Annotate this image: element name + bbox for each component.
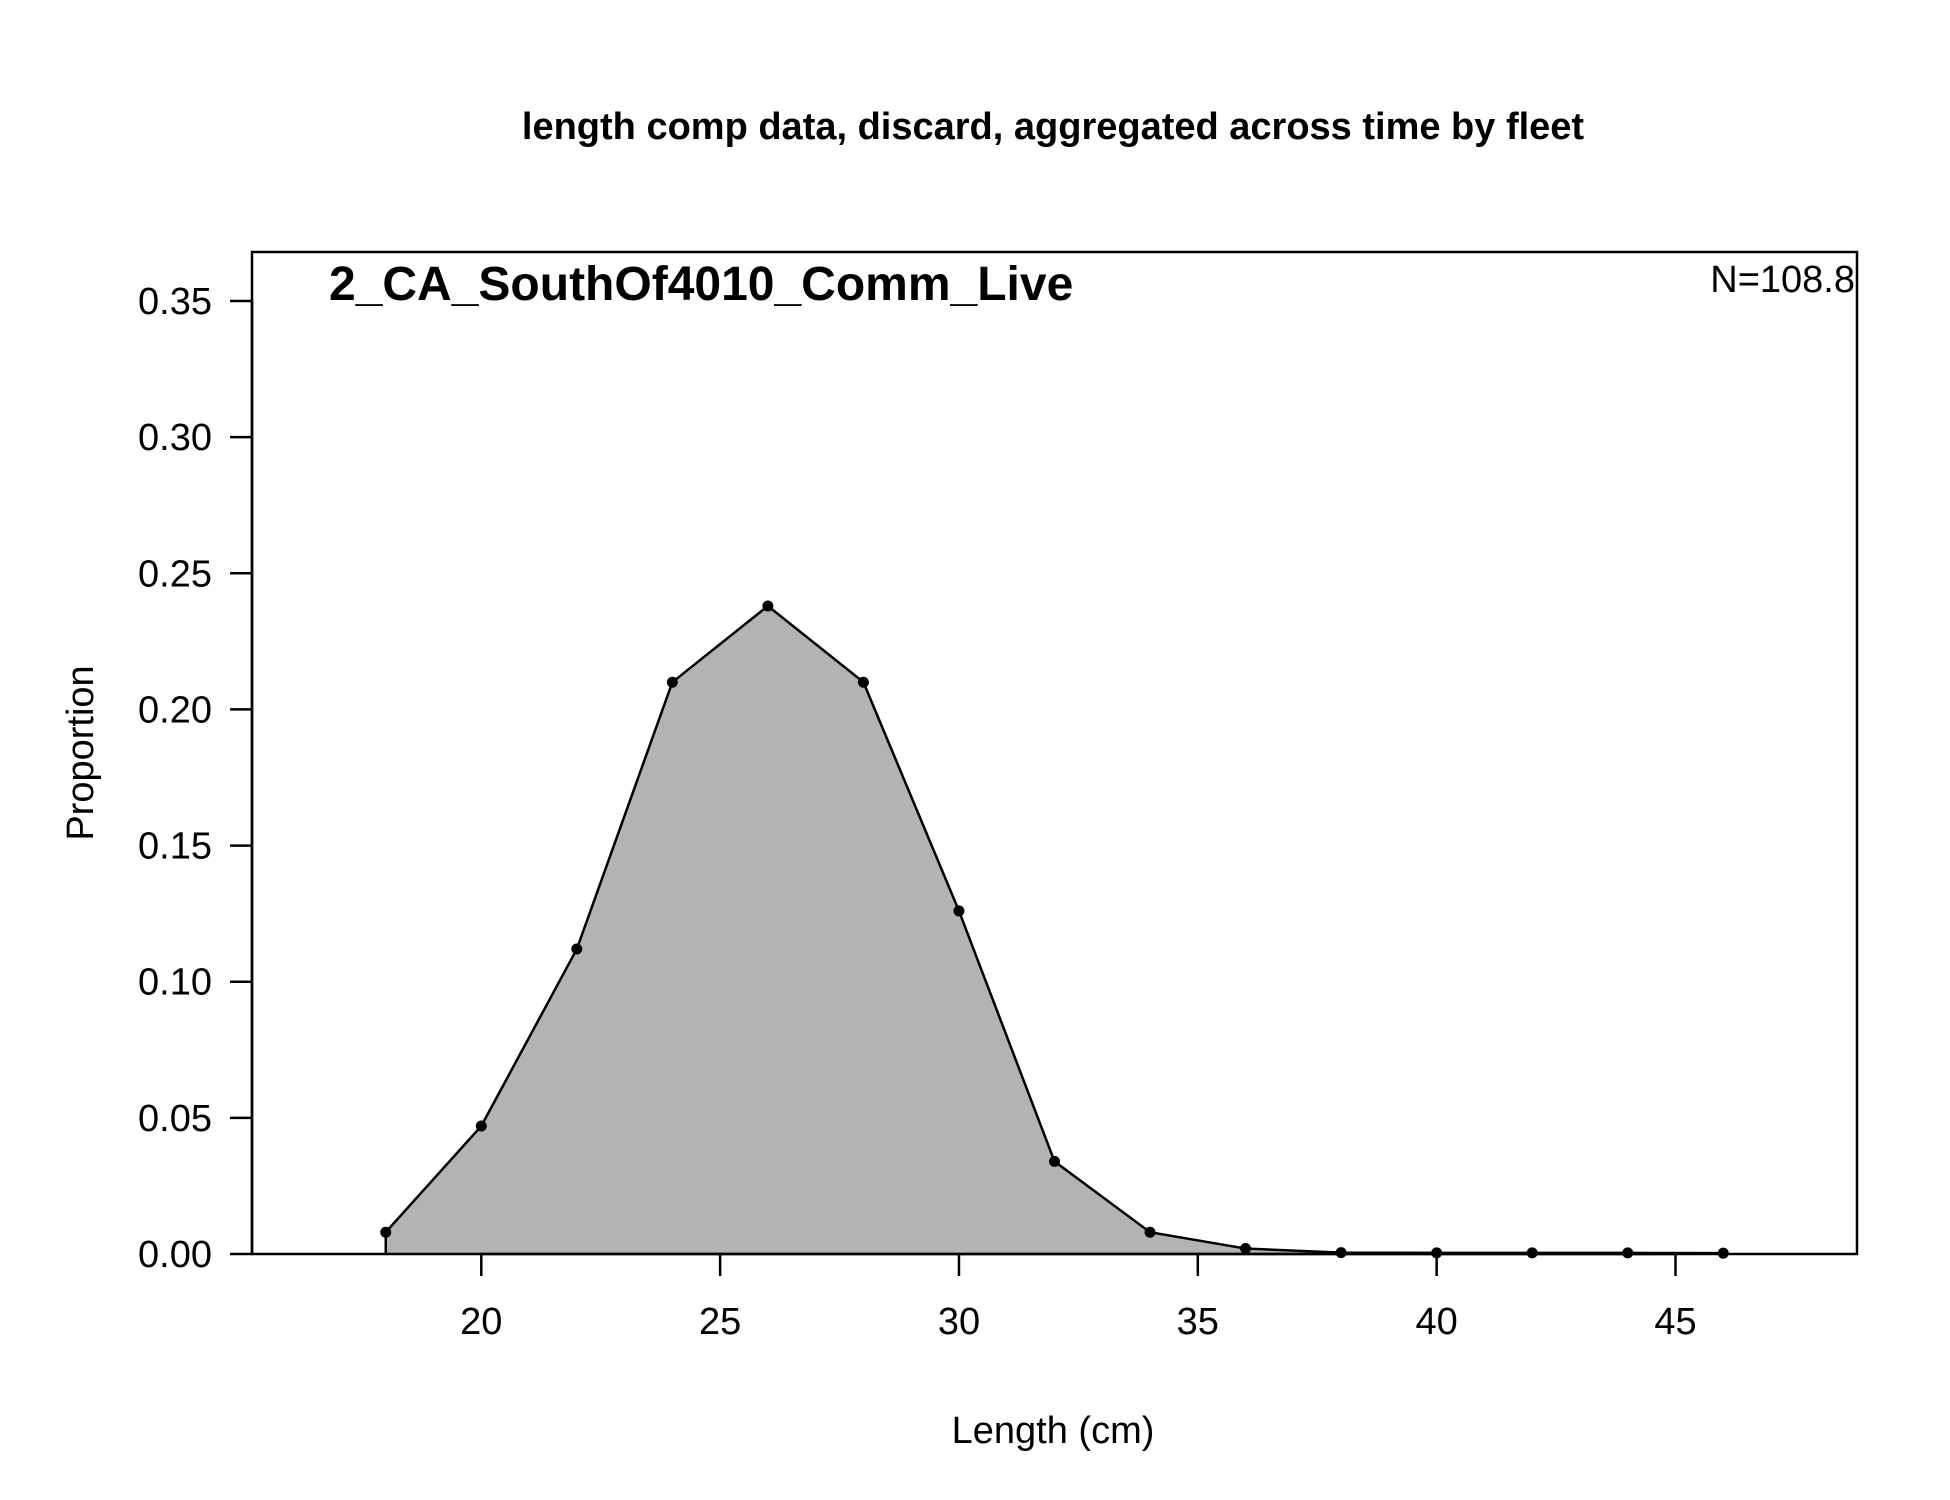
fleet-label: 2_CA_SouthOf4010_Comm_Live — [329, 258, 1073, 311]
data-point-20 — [475, 1120, 487, 1132]
plot-area — [380, 600, 1729, 1259]
data-point-32 — [1049, 1155, 1060, 1167]
sample-size-label: N=108.8 — [1710, 259, 1855, 301]
y-axis-label: Proportion — [60, 665, 102, 840]
data-point-28 — [857, 676, 869, 688]
x-tick-label-45: 45 — [1654, 1301, 1696, 1343]
data-point-36 — [1240, 1243, 1252, 1255]
distribution-area — [385, 605, 1724, 1254]
data-point-34 — [1144, 1226, 1156, 1238]
y-axis: 0.00 0.05 0.10 0.15 0.20 0.25 0.30 0.35 — [138, 281, 254, 1276]
y-tick-label-5: 0.25 — [138, 553, 212, 595]
data-point-22 — [571, 943, 583, 955]
y-tick-label-0: 0.00 — [138, 1234, 212, 1276]
chart-title: length comp data, discard, aggregated ac… — [522, 106, 1585, 148]
x-tick-label-40: 40 — [1416, 1301, 1458, 1343]
y-tick-label-1: 0.05 — [138, 1098, 212, 1140]
y-tick-label-6: 0.30 — [138, 417, 212, 459]
x-tick-label-35: 35 — [1177, 1301, 1219, 1343]
data-point-24 — [666, 676, 678, 688]
data-point-38 — [1335, 1247, 1347, 1259]
y-tick-label-3: 0.15 — [138, 826, 212, 868]
y-tick-label-2: 0.10 — [138, 962, 212, 1004]
x-tick-label-30: 30 — [938, 1301, 980, 1343]
x-tick-label-20: 20 — [460, 1301, 502, 1343]
x-axis: 20 25 30 35 40 45 — [460, 1252, 1697, 1343]
x-axis-label: Length (cm) — [952, 1410, 1155, 1452]
data-point-30 — [953, 905, 965, 917]
x-tick-label-25: 25 — [699, 1301, 741, 1343]
y-tick-label-7: 0.35 — [138, 281, 212, 323]
data-point-18 — [380, 1226, 392, 1238]
data-point-26 — [762, 600, 774, 612]
y-tick-label-4: 0.20 — [138, 689, 212, 731]
